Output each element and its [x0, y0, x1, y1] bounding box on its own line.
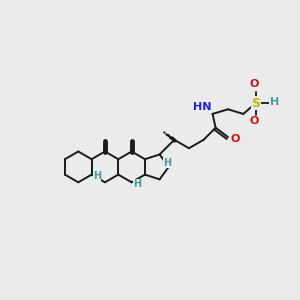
- Text: O: O: [249, 79, 259, 89]
- Text: HN: HN: [193, 102, 211, 112]
- Text: O: O: [230, 134, 240, 143]
- Text: S: S: [251, 97, 260, 110]
- Text: H: H: [133, 179, 141, 189]
- Text: H: H: [93, 171, 101, 181]
- Text: H: H: [270, 98, 280, 107]
- Text: O: O: [249, 116, 259, 126]
- Text: H: H: [163, 158, 171, 167]
